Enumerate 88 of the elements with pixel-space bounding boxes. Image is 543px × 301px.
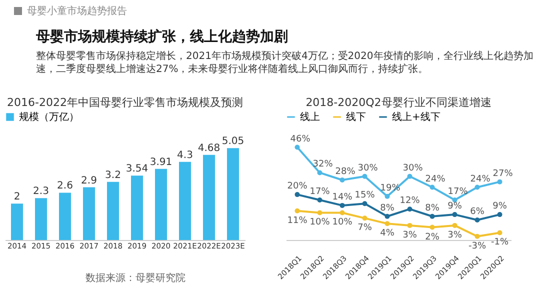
bar	[131, 176, 143, 240]
data-label: 24%	[470, 174, 491, 184]
source-note: 数据来源：母婴研究院	[84, 272, 186, 285]
point	[474, 234, 480, 239]
bar	[179, 162, 191, 240]
chart-title: 2016-2022年中国母婴行业零售市场规模及预测	[7, 96, 243, 109]
data-label: 20%	[287, 182, 308, 192]
data-label: 12%	[400, 196, 420, 206]
point	[340, 210, 345, 216]
data-label: 24%	[425, 174, 446, 184]
point	[407, 222, 412, 228]
data-label: 8%	[380, 203, 395, 214]
legend-label: 线下	[346, 111, 366, 123]
data-label: 7%	[358, 223, 372, 234]
data-label: -1%	[490, 238, 509, 248]
point	[452, 222, 458, 228]
data-label: 2.6	[57, 180, 73, 192]
point	[294, 192, 300, 198]
point	[384, 214, 390, 219]
point	[340, 202, 345, 208]
data-label: 4.3	[177, 150, 193, 161]
point	[497, 212, 502, 218]
data-label: 5.05	[222, 136, 244, 148]
point	[497, 230, 502, 236]
bar	[155, 168, 167, 240]
data-label: 2	[14, 192, 20, 203]
data-label: 4%	[380, 228, 395, 239]
data-label: 3.91	[150, 156, 172, 168]
point	[430, 214, 435, 219]
data-label: 28%	[335, 167, 356, 177]
bar	[227, 148, 239, 240]
data-label: 10%	[310, 218, 330, 228]
data-label: 4.68	[198, 142, 220, 154]
legend-label: 线上	[300, 111, 320, 123]
data-label: 2%	[425, 232, 440, 242]
data-label: 9%	[492, 202, 508, 212]
point	[362, 216, 368, 221]
point	[474, 218, 480, 222]
data-label: 27%	[492, 168, 514, 179]
bar	[203, 154, 215, 240]
data-label: 30%	[402, 163, 424, 174]
text: 整体母婴零售市场保持稳定增长，2021年市场规模预计突破4万亿；受2020年疫情的影响，全行业线上化趋势加速，二季度母婴线上增速达27%，未来母婴行业将伴随着线上风口御风而行，持续扩张。	[36, 50, 534, 76]
point	[317, 210, 322, 216]
data-label: 2.9	[81, 175, 97, 186]
data-label: 30%	[358, 163, 378, 174]
point	[497, 179, 502, 184]
data-label: 15%	[354, 190, 376, 201]
data-label: 9%	[448, 202, 462, 212]
bar	[59, 192, 71, 240]
point	[294, 208, 300, 214]
bar	[11, 204, 23, 240]
data-label: -3%	[468, 241, 486, 252]
text: 母婴小童市场趋势报告	[27, 4, 127, 18]
data-label: 17%	[448, 187, 468, 197]
point	[294, 144, 300, 150]
data-label: 6%	[470, 207, 485, 217]
text: 母婴市场规模持续扩张，线上化趋势加剧	[36, 28, 289, 46]
point	[317, 170, 322, 176]
bar	[107, 182, 119, 240]
data-label: 14%	[332, 192, 353, 202]
bar	[83, 187, 95, 240]
point	[362, 174, 368, 179]
point	[317, 198, 322, 202]
data-label: 2.3	[33, 186, 49, 198]
data-label: 3.54	[126, 164, 148, 175]
data-label: 3%	[402, 230, 418, 240]
legend-label: 规模（万亿）	[19, 111, 79, 123]
data-label: 11%	[287, 216, 308, 226]
legend-label: 线上+线下	[392, 111, 440, 123]
chart-title: 2018-2020Q2母婴行业不同渠道增速	[306, 96, 492, 109]
point	[362, 201, 368, 206]
data-label: 3.2	[105, 170, 121, 181]
point	[452, 212, 458, 218]
point	[340, 178, 345, 182]
data-label: 17%	[310, 187, 330, 197]
data-label: 8%	[425, 203, 440, 214]
bar	[35, 198, 47, 240]
point	[407, 174, 412, 179]
point	[430, 184, 435, 190]
point	[474, 184, 480, 190]
point	[384, 194, 390, 199]
data-label: 3%	[448, 230, 462, 240]
point	[430, 224, 435, 230]
data-label: 46%	[290, 134, 311, 144]
point	[407, 206, 412, 212]
data-label: 10%	[332, 218, 353, 228]
data-label: 32%	[312, 160, 334, 170]
point	[384, 221, 390, 226]
